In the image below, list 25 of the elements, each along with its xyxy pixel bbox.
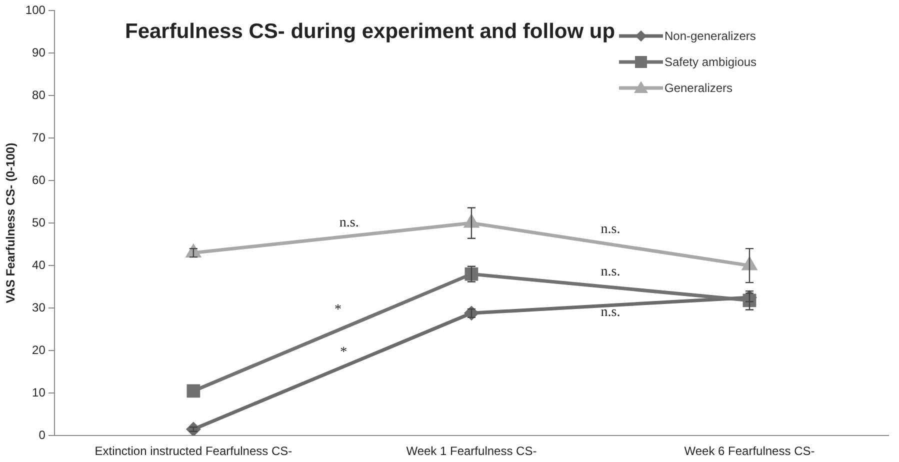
annotation: * [334,302,342,318]
annotation: n.s. [600,264,620,280]
legend-label: Safety ambigious [664,54,757,68]
legend-label: Non-generalizers [664,28,756,42]
y-tick-label: 60 [32,172,46,187]
y-tick-label: 0 [38,428,46,442]
y-tick-label: 20 [32,342,46,357]
y-tick-label: 10 [32,385,46,400]
annotation: * [340,344,348,360]
annotation: n.s. [600,304,620,320]
x-tick-label: Week 6 Fearfulness CS- [684,444,815,458]
annotation: n.s. [339,216,359,231]
y-tick-label: 100 [25,2,46,17]
y-tick-label: 50 [32,215,46,230]
y-tick-label: 30 [32,300,46,314]
y-tick-label: 40 [32,258,46,272]
y-tick-label: 90 [32,45,46,60]
y-tick-label: 70 [32,130,46,144]
x-tick-label: Extinction instructed Fearfulness CS- [94,444,292,458]
annotation: n.s. [600,222,620,238]
y-tick-label: 80 [32,88,46,102]
y-axis-title: VAS Fearfulness CS- (0-100) [4,142,18,304]
chart-title: Fearfulness CS- during experiment and follow up [125,20,616,44]
legend-label: Generalizers [664,80,733,94]
x-tick-label: Week 1 Fearfulness CS- [406,444,537,458]
